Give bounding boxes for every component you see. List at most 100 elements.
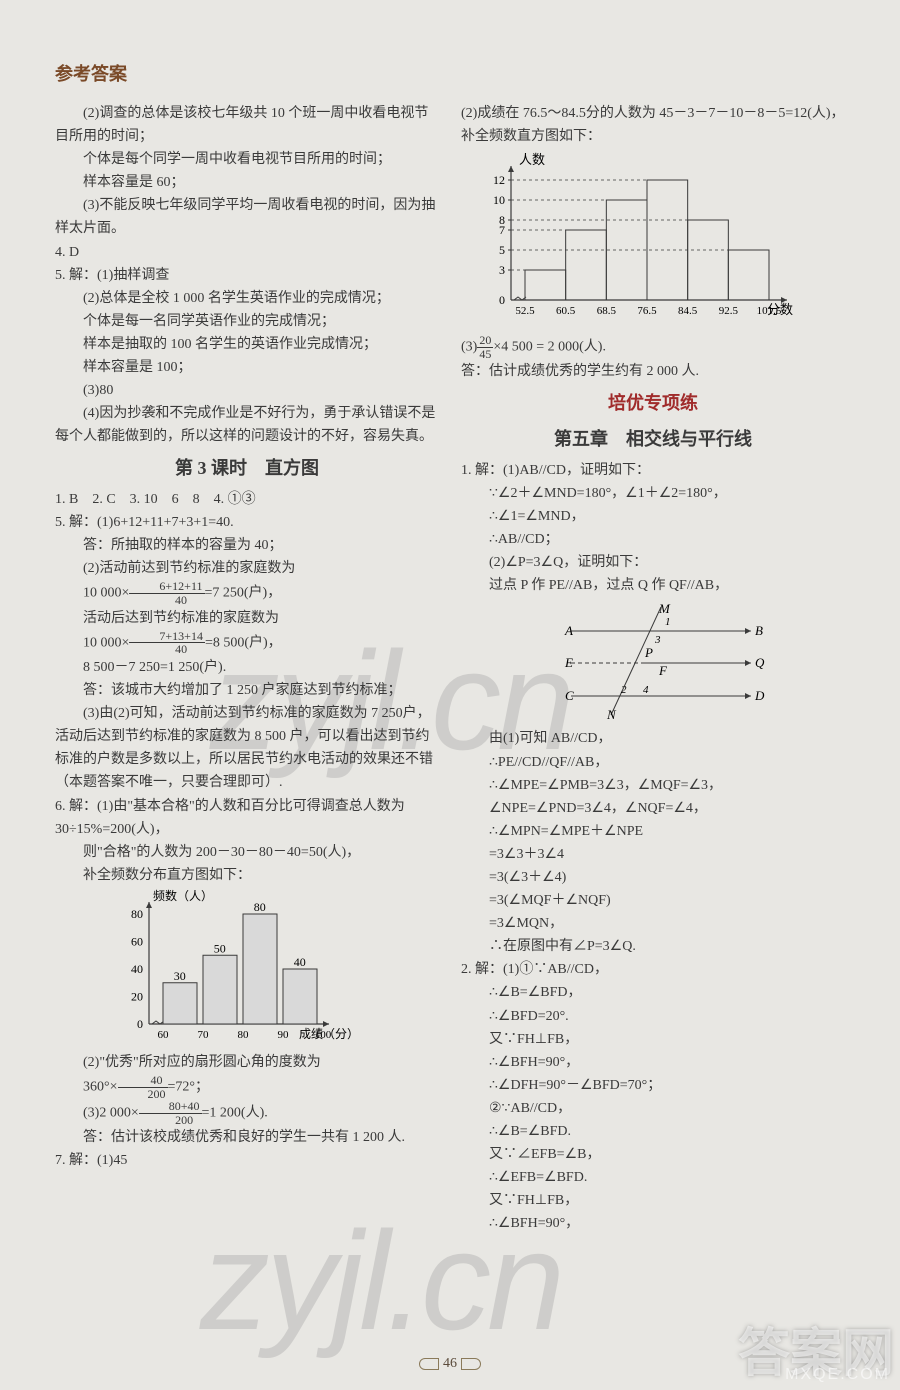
text: ∴∠BFH=90°， [461,1212,845,1235]
svg-text:80: 80 [238,1029,250,1041]
svg-text:成绩（分）: 成绩（分） [299,1027,359,1041]
text: =8 500(户)， [205,635,282,650]
text: =1 200(人). [202,1105,268,1120]
text: (2)∠P=3∠Q，证明如下： [461,551,845,574]
text: ∵∠2＋∠MND=180°，∠1＋∠2=180°， [461,482,845,505]
svg-text:N: N [606,707,617,721]
text: ②∵AB//CD， [461,1097,845,1120]
text: 8 500－7 250=1 250(户). [55,656,439,679]
fraction: 6+12+1140 [129,580,204,606]
text: 活动后达到节约标准的家庭数为 [55,607,439,630]
text: 个体是每一名同学英语作业的完成情况； [55,310,439,333]
text: ∴AB//CD； [461,528,845,551]
formula: 10 000×6+12+1140=7 250(户)， [55,580,439,606]
text: 答：估计成绩优秀的学生约有 2 000 人. [461,360,845,383]
text: ∴∠BFH=90°， [461,1051,845,1074]
text: ×4 500 = 2 000(人). [493,340,606,355]
svg-text:76.5: 76.5 [637,305,657,317]
svg-text:频数（人）: 频数（人） [153,889,213,903]
text: (3) [461,340,477,355]
svg-text:84.5: 84.5 [678,305,698,317]
watermark-url: MXQE.COM [785,1366,890,1384]
svg-text:D: D [754,688,765,703]
svg-text:90: 90 [278,1029,290,1041]
svg-text:92.5: 92.5 [719,305,739,317]
fraction: 7+13+1440 [129,630,205,656]
svg-text:1: 1 [665,616,671,628]
text: 补全频数分布直方图如下： [55,864,439,887]
svg-text:10: 10 [493,193,505,207]
formula: (3)2045×4 500 = 2 000(人). [461,334,845,360]
text: 10 000× [83,586,129,601]
text: (2)"优秀"所对应的扇形圆心角的度数为 [55,1051,439,1074]
text: 个体是每个同学一周中收看电视节目所用的时间； [55,148,439,171]
fraction: 2045 [477,334,493,360]
text: =72°； [168,1079,210,1094]
chart-histogram-1: 0204060803050804060708090100频数（人）成绩（分） [109,889,369,1049]
text: ∠NPE=∠PND=3∠4，∠NQF=∠4， [461,797,845,820]
text: 360°× [83,1079,118,1094]
text: ∴∠B=∠BFD， [461,981,845,1004]
svg-text:60: 60 [131,934,143,948]
text: 1. B 2. C 3. 10 6 8 4. ①③ [55,488,439,511]
svg-text:分数: 分数 [767,302,793,317]
text: (2)活动前达到节约标准的家庭数为 [55,557,439,580]
text: ∴∠MPE=∠PMB=3∠3，∠MQF=∠3， [461,774,845,797]
text: =3∠3＋3∠4 [461,843,845,866]
svg-text:20: 20 [131,989,143,1003]
text: (3)80 [55,379,439,402]
text: 样本容量是 60； [55,171,439,194]
section-title: 第 3 课时 直方图 [55,454,439,484]
text: =3∠MQN， [461,912,845,935]
text: 过点 P 作 PE//AB，过点 Q 作 QF//AB， [461,574,845,597]
text: =7 250(户)， [205,586,282,601]
svg-text:3: 3 [499,263,505,277]
page-number: 46 [415,1356,485,1372]
text: 6. 解：(1)由"基本合格"的人数和百分比可得调查总人数为 30÷15%=20… [55,795,439,841]
svg-text:50: 50 [214,941,226,955]
page-header: 参考答案 [55,60,845,86]
svg-text:60: 60 [158,1029,170,1041]
text: 由(1)可知 AB//CD， [461,727,845,750]
svg-text:60.5: 60.5 [556,305,576,317]
text: 4. D [55,241,439,264]
svg-text:B: B [755,623,763,638]
svg-text:0: 0 [137,1017,143,1031]
text: (2)成绩在 76.5～84.5分的人数为 45－3－7－10－8－5=12(人… [461,102,845,125]
text: 又∵∠EFB=∠B， [461,1143,845,1166]
page-content: 参考答案 (2)调查的总体是该校七年级共 10 个班一周中收看电视节目所用的时间… [55,60,845,1235]
svg-text:68.5: 68.5 [597,305,617,317]
text: 样本容量是 100； [55,356,439,379]
text: 又∵FH⊥FB， [461,1189,845,1212]
svg-text:30: 30 [174,969,186,983]
svg-text:40: 40 [294,955,306,969]
text: 答：所抽取的样本的容量为 40； [55,534,439,557]
svg-text:12: 12 [493,173,505,187]
text: (3)2 000× [83,1105,139,1120]
watermark-corner: 答案网 [738,1311,894,1386]
svg-text:52.5: 52.5 [515,305,535,317]
text: (2)调查的总体是该校七年级共 10 个班一周中收看电视节目所用的时间； [55,102,439,148]
text: ∴在原图中有∠P=3∠Q. [461,935,845,958]
columns: (2)调查的总体是该校七年级共 10 个班一周中收看电视节目所用的时间； 个体是… [55,102,845,1235]
text: 答：估计该校成绩优秀和良好的学生一共有 1 200 人. [55,1126,439,1149]
text: 10 000× [83,635,129,650]
chart-histogram-2: 03578101252.560.568.576.584.592.5101.5人数… [467,150,807,330]
text: ∴∠EFB=∠BFD. [461,1166,845,1189]
text: ∴∠1=∠MND， [461,505,845,528]
svg-text:70: 70 [198,1029,210,1041]
svg-text:E: E [564,655,573,670]
svg-text:A: A [564,623,573,638]
svg-text:5: 5 [499,243,505,257]
svg-text:2: 2 [621,684,627,696]
section-title: 第五章 相交线与平行线 [461,425,845,455]
text: ∴∠BFD=20°. [461,1005,845,1028]
section-title-red: 培优专项练 [461,389,845,419]
text: 则"合格"的人数为 200－30－80－40=50(人)， [55,841,439,864]
text: ∴∠MPN=∠MPE＋∠NPE [461,820,845,843]
svg-text:40: 40 [131,962,143,976]
text: 又∵FH⊥FB， [461,1028,845,1051]
svg-text:P: P [644,645,653,660]
svg-text:4: 4 [643,684,649,696]
svg-text:F: F [658,663,668,678]
